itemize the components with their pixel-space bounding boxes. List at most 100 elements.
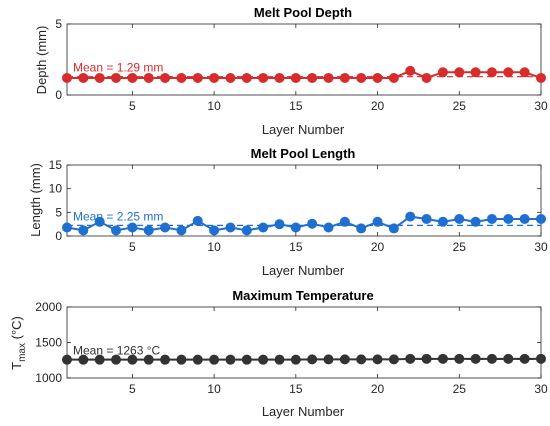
depth-data-point	[241, 72, 252, 83]
temperature-data-point	[536, 353, 546, 364]
depth-xlabel: Layer Number	[262, 122, 345, 137]
temperature-data-point	[241, 354, 252, 365]
length-data-point	[536, 213, 546, 224]
temperature-data-point	[94, 354, 105, 365]
temperature-xtick-label: 10	[207, 382, 221, 396]
length-data-point	[127, 222, 138, 233]
temperature-data-point	[62, 354, 72, 365]
depth-ylabel: Depth (mm)	[34, 26, 49, 95]
length-data-point	[454, 213, 465, 224]
length-axes-box	[66, 164, 542, 237]
temperature-ylabel-main: T	[9, 362, 24, 370]
depth-data-point	[94, 72, 105, 83]
temperature-series-line	[67, 357, 541, 361]
length-data-point	[225, 222, 236, 233]
temperature-xtick-label: 25	[453, 382, 467, 396]
length-data-point	[274, 219, 285, 230]
temperature-data-point	[307, 354, 318, 365]
length-xlabel: Layer Number	[262, 263, 345, 278]
length-xtick-label: 5	[129, 240, 136, 254]
temperature-data-point	[290, 354, 301, 365]
temperature-ylabel-unit: (°C)	[9, 316, 24, 343]
temperature-data-point	[388, 354, 399, 365]
temperature-data-point	[111, 354, 122, 365]
temperature-data-point	[127, 354, 138, 365]
depth-data-point	[486, 67, 497, 78]
temperature-data-point	[274, 354, 285, 365]
length-data-point	[241, 225, 252, 236]
depth-data-point	[470, 67, 481, 78]
depth-data-point	[454, 67, 465, 78]
temperature-data-point	[486, 353, 497, 364]
depth-xtick-label: 20	[371, 99, 385, 113]
depth-ytick-label: 0	[55, 88, 62, 102]
length-data-point	[470, 216, 481, 227]
depth-data-point	[62, 72, 72, 83]
depth-xtick-label: 25	[453, 99, 467, 113]
temperature-data-point	[192, 354, 203, 365]
temperature-data-point	[503, 353, 514, 364]
temperature-ylabel-sub: max	[17, 343, 28, 362]
length-ytick-label: 0	[55, 229, 62, 243]
depth-data-point	[405, 65, 416, 76]
temperature-ylabel: Tmax (°C)	[9, 316, 28, 370]
temperature-data-point	[405, 353, 416, 364]
temperature-mean-label: Mean = 1263 °C	[73, 343, 161, 357]
depth-ytick-label: 5	[55, 17, 62, 31]
length-data-point	[307, 218, 318, 229]
temperature-ytick-label: 1000	[35, 371, 62, 385]
temperature-data-point	[421, 353, 432, 364]
depth-panel: Melt Pool Depth 5 10 15 20 25 30 0 5 Mean = 1.29…	[34, 5, 548, 137]
depth-data-point	[258, 72, 269, 83]
depth-data-point	[143, 72, 154, 83]
depth-data-point	[111, 72, 122, 83]
length-data-point	[503, 213, 514, 224]
depth-mean-label: Mean = 1.29 mm	[73, 61, 163, 75]
depth-data-point	[421, 72, 432, 83]
temperature-data-point	[339, 354, 350, 365]
depth-data-point	[536, 72, 546, 83]
length-data-point	[62, 222, 72, 233]
length-ylabel: Length (mm)	[28, 163, 43, 237]
depth-xtick-label: 15	[289, 99, 303, 113]
depth-data-point	[192, 72, 203, 83]
length-ytick-label: 10	[49, 182, 63, 196]
temperature-data-point	[470, 353, 481, 364]
depth-data-point	[209, 72, 220, 83]
length-data-point	[160, 222, 171, 233]
temperature-data-point	[143, 354, 154, 365]
length-xtick-label: 30	[534, 240, 548, 254]
length-data-point	[519, 213, 530, 224]
length-data-point	[111, 225, 122, 236]
length-ytick-label: 15	[49, 158, 63, 172]
temperature-panel: Maximum Temperature 5 10 15 20 25 30 1000 1500 2…	[9, 288, 548, 419]
temperature-xlabel: Layer Number	[262, 404, 345, 419]
depth-data-point	[274, 72, 285, 83]
depth-data-point	[356, 72, 367, 83]
temperature-xtick-label: 15	[289, 382, 303, 396]
temperature-data-point	[78, 354, 89, 365]
depth-title: Melt Pool Depth	[254, 5, 352, 20]
depth-data-point	[78, 72, 89, 83]
temperature-data-point	[437, 353, 448, 364]
depth-data-point	[372, 72, 383, 83]
length-xtick-label: 15	[289, 240, 303, 254]
depth-data-point	[323, 72, 334, 83]
temperature-data-point	[176, 354, 187, 365]
length-data-point	[258, 222, 269, 233]
length-panel: Melt Pool Length 5 10 15 20 25 30 0 5 10 15 Mean =…	[28, 146, 548, 278]
length-data-point	[421, 213, 432, 224]
length-data-point	[356, 223, 367, 234]
temperature-data-point	[356, 354, 367, 365]
temperature-data-point	[519, 353, 530, 364]
length-data-point	[78, 225, 89, 236]
temperature-xtick-label: 20	[371, 382, 385, 396]
depth-axes-box	[66, 23, 542, 96]
length-data-point	[209, 225, 220, 236]
depth-xtick-label: 30	[534, 99, 548, 113]
depth-data-point	[307, 72, 318, 83]
length-xtick-label: 25	[453, 240, 467, 254]
length-mean-label: Mean = 2.25 mm	[73, 209, 163, 223]
temperature-xtick-label: 5	[129, 382, 136, 396]
